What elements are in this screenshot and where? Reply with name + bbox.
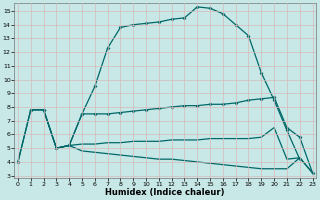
X-axis label: Humidex (Indice chaleur): Humidex (Indice chaleur)	[106, 188, 225, 197]
